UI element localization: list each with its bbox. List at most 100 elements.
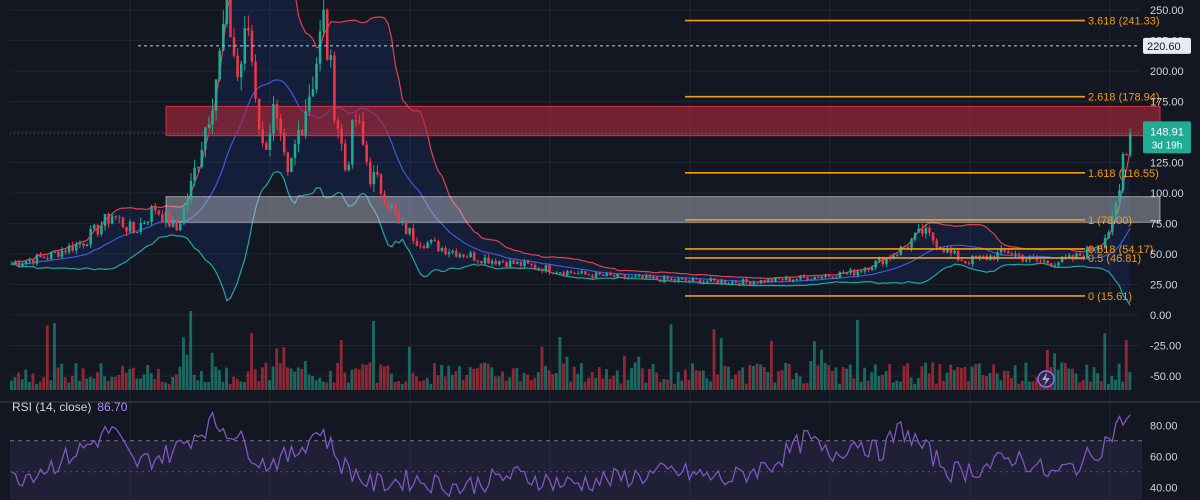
- candle-85[interactable]: [315, 57, 318, 94]
- candle-139[interactable]: [508, 258, 512, 268]
- candle-292[interactable]: [1057, 261, 1060, 267]
- candle-168[interactable]: [612, 273, 616, 278]
- candle-192[interactable]: [698, 279, 702, 285]
- candle-64[interactable]: [239, 60, 243, 91]
- candle-264[interactable]: [956, 248, 960, 262]
- candle-239[interactable]: [867, 268, 870, 273]
- candle-27[interactable]: [107, 212, 110, 228]
- candle-42[interactable]: [161, 209, 164, 223]
- candle-300[interactable]: [1085, 245, 1089, 260]
- candle-116[interactable]: [426, 240, 429, 249]
- candle-204[interactable]: [741, 278, 745, 286]
- candle-13[interactable]: [57, 251, 60, 258]
- candle-90[interactable]: [333, 51, 336, 124]
- candle-99[interactable]: [365, 141, 368, 166]
- candle-234[interactable]: [849, 267, 852, 276]
- candle-308[interactable]: [1114, 201, 1118, 222]
- candle-48[interactable]: [182, 205, 186, 225]
- candle-110[interactable]: [404, 220, 408, 235]
- candlesticks[interactable]: [10, 0, 1132, 287]
- candle-81[interactable]: [300, 129, 304, 136]
- candle-71[interactable]: [265, 140, 268, 150]
- candle-206[interactable]: [748, 281, 752, 285]
- candle-136[interactable]: [498, 260, 501, 266]
- candle-31[interactable]: [121, 216, 125, 229]
- candle-191[interactable]: [695, 277, 698, 280]
- candle-128[interactable]: [469, 250, 472, 258]
- candle-199[interactable]: [723, 280, 727, 285]
- candle-153[interactable]: [558, 272, 562, 275]
- candle-40[interactable]: [153, 202, 157, 215]
- candle-183[interactable]: [666, 275, 670, 282]
- candle-84[interactable]: [311, 76, 315, 97]
- candle-79[interactable]: [293, 139, 297, 166]
- candle-21[interactable]: [85, 243, 89, 247]
- candle-255[interactable]: [924, 224, 928, 239]
- candle-148[interactable]: [541, 268, 544, 274]
- candle-303[interactable]: [1096, 244, 1100, 254]
- candle-214[interactable]: [777, 277, 781, 280]
- candle-72[interactable]: [268, 124, 272, 157]
- candle-187[interactable]: [680, 277, 684, 280]
- candle-69[interactable]: [257, 98, 261, 137]
- candle-66[interactable]: [247, 15, 250, 37]
- candle-216[interactable]: [784, 275, 788, 281]
- candle-235[interactable]: [852, 268, 856, 278]
- candle-141[interactable]: [515, 260, 519, 265]
- candle-68[interactable]: [254, 54, 257, 103]
- candle-221[interactable]: [802, 273, 806, 279]
- candle-307[interactable]: [1111, 210, 1114, 236]
- candle-268[interactable]: [971, 255, 974, 267]
- candle-227[interactable]: [824, 273, 827, 279]
- candle-275[interactable]: [996, 249, 999, 262]
- candle-309[interactable]: [1118, 184, 1121, 207]
- candle-122[interactable]: [447, 248, 451, 258]
- candle-0[interactable]: [10, 261, 14, 265]
- candle-201[interactable]: [731, 280, 734, 285]
- candle-185[interactable]: [673, 278, 677, 283]
- candle-254[interactable]: [921, 223, 924, 237]
- candle-18[interactable]: [75, 241, 78, 254]
- candle-266[interactable]: [964, 261, 967, 264]
- candle-137[interactable]: [501, 259, 505, 264]
- candle-165[interactable]: [602, 274, 605, 276]
- candle-16[interactable]: [67, 242, 71, 255]
- candle-212[interactable]: [770, 278, 773, 283]
- candle-15[interactable]: [64, 248, 67, 256]
- candle-198[interactable]: [720, 278, 723, 285]
- candle-78[interactable]: [290, 157, 293, 173]
- fib-level-0[interactable]: 0 (15.61): [685, 291, 1132, 303]
- candle-219[interactable]: [795, 278, 799, 282]
- candle-144[interactable]: [526, 259, 530, 264]
- candle-126[interactable]: [462, 254, 465, 259]
- candle-176[interactable]: [641, 274, 644, 280]
- candle-56[interactable]: [211, 98, 214, 135]
- candle-22[interactable]: [89, 225, 92, 249]
- candle-150[interactable]: [548, 263, 551, 275]
- candle-23[interactable]: [92, 224, 96, 231]
- candle-83[interactable]: [308, 84, 311, 116]
- candle-111[interactable]: [408, 227, 411, 237]
- candle-102[interactable]: [376, 165, 379, 178]
- candle-190[interactable]: [691, 276, 695, 283]
- candle-283[interactable]: [1025, 259, 1028, 263]
- candle-120[interactable]: [440, 246, 444, 253]
- candle-6[interactable]: [32, 259, 35, 267]
- candle-142[interactable]: [519, 261, 523, 269]
- candle-46[interactable]: [175, 219, 178, 232]
- candle-59[interactable]: [222, 10, 225, 52]
- candle-106[interactable]: [390, 203, 394, 210]
- candle-304[interactable]: [1100, 246, 1103, 250]
- candle-62[interactable]: [232, 27, 236, 58]
- candle-229[interactable]: [831, 276, 834, 279]
- candle-4[interactable]: [24, 259, 28, 266]
- candle-112[interactable]: [412, 223, 415, 244]
- candle-54[interactable]: [204, 126, 207, 158]
- candle-289[interactable]: [1046, 260, 1050, 265]
- candle-1[interactable]: [14, 260, 17, 266]
- fib-level-0.618[interactable]: 0.618 (54.17): [685, 244, 1153, 256]
- candle-241[interactable]: [874, 260, 877, 271]
- candle-96[interactable]: [354, 112, 358, 128]
- candle-89[interactable]: [329, 49, 333, 68]
- candle-188[interactable]: [684, 277, 687, 283]
